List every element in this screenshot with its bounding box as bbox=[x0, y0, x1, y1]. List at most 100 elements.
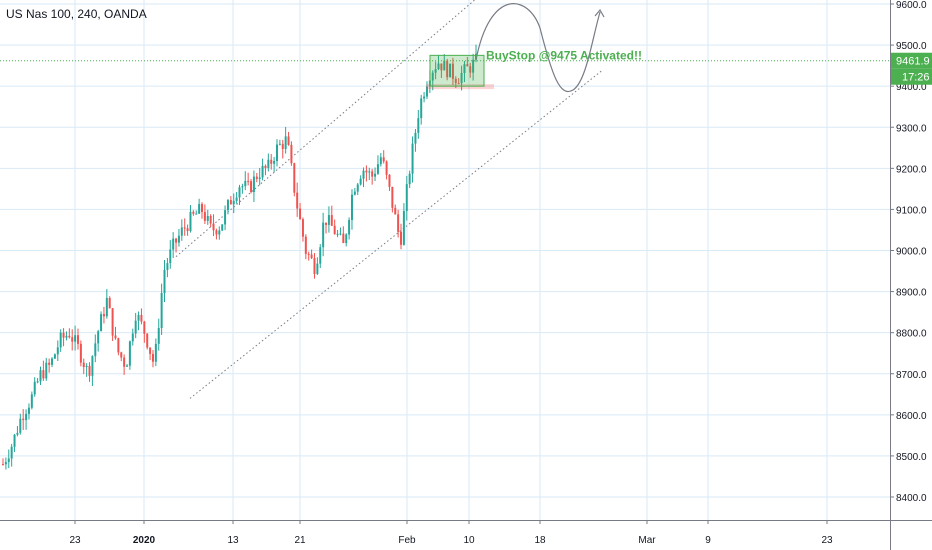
candle-body bbox=[39, 370, 42, 382]
x-tick-label: 21 bbox=[294, 535, 306, 546]
candle-body bbox=[382, 157, 385, 162]
countdown-value: 17:26 bbox=[902, 72, 930, 84]
candle-body bbox=[431, 72, 434, 81]
candle-body bbox=[391, 186, 394, 208]
candle-body bbox=[146, 333, 149, 348]
candle-body bbox=[97, 331, 100, 344]
x-tick-label: 10 bbox=[463, 535, 475, 546]
candle-body bbox=[244, 180, 247, 187]
candle-body bbox=[454, 78, 457, 84]
candle-body bbox=[7, 458, 10, 463]
candle-body bbox=[310, 254, 313, 259]
y-tick-label: 8600.0 bbox=[896, 411, 927, 422]
candle-body bbox=[287, 136, 290, 145]
candle-body bbox=[273, 160, 276, 164]
candle-body bbox=[48, 362, 51, 365]
candle-body bbox=[408, 173, 411, 185]
candle-body bbox=[123, 357, 126, 367]
candle-body bbox=[261, 165, 264, 178]
candle-body bbox=[56, 347, 59, 355]
candle-body bbox=[374, 173, 377, 177]
candle-body bbox=[235, 197, 238, 201]
candle-body bbox=[108, 297, 111, 309]
candle-body bbox=[13, 434, 16, 447]
candle-body bbox=[100, 314, 103, 332]
current-price-label: 9461.9 17:26 bbox=[891, 52, 932, 85]
candle-body bbox=[137, 314, 140, 321]
candle-body bbox=[278, 143, 281, 145]
candlestick-series bbox=[2, 44, 494, 470]
candle-body bbox=[149, 347, 152, 354]
candle-body bbox=[376, 164, 379, 174]
x-tick-label: Mar bbox=[638, 535, 656, 546]
chart-title: US Nas 100, 240, OANDA bbox=[6, 7, 147, 21]
candle-body bbox=[350, 194, 353, 221]
candle-body bbox=[339, 233, 342, 235]
candle-body bbox=[307, 253, 310, 255]
candle-body bbox=[348, 220, 351, 235]
y-tick-label: 8500.0 bbox=[896, 452, 927, 463]
candle-body bbox=[79, 343, 82, 363]
candle-body bbox=[275, 144, 278, 161]
candle-body bbox=[385, 161, 388, 175]
countdown-label-bg bbox=[891, 68, 932, 85]
candle-body bbox=[434, 69, 437, 73]
candle-body bbox=[25, 413, 28, 421]
candle-body bbox=[322, 222, 325, 248]
candle-body bbox=[71, 337, 74, 342]
candle-body bbox=[94, 343, 97, 357]
candle-body bbox=[33, 381, 36, 395]
candle-body bbox=[10, 446, 13, 459]
y-tick-label: 9000.0 bbox=[896, 247, 927, 258]
candle-body bbox=[330, 215, 333, 226]
candle-body bbox=[151, 353, 154, 362]
candle-body bbox=[229, 200, 232, 205]
candle-body bbox=[215, 230, 218, 235]
candle-body bbox=[27, 407, 30, 414]
x-tick-label: 23 bbox=[821, 535, 833, 546]
candle-body bbox=[126, 365, 129, 367]
current-price-label-bg bbox=[891, 52, 932, 69]
candle-body bbox=[62, 332, 65, 338]
candle-body bbox=[209, 215, 212, 224]
y-tick-label: 9400.0 bbox=[896, 82, 927, 93]
candle-body bbox=[154, 343, 157, 362]
candle-body bbox=[74, 335, 77, 342]
candle-body bbox=[336, 233, 339, 235]
candle-body bbox=[451, 63, 454, 79]
candle-body bbox=[319, 247, 322, 264]
candle-body bbox=[4, 462, 7, 465]
candle-body bbox=[120, 352, 123, 358]
candle-body bbox=[224, 210, 227, 225]
y-tick-label: 8400.0 bbox=[896, 493, 927, 504]
candle-body bbox=[425, 86, 428, 97]
candle-body bbox=[252, 176, 255, 193]
candle-body bbox=[368, 171, 371, 173]
candle-body bbox=[76, 335, 79, 344]
candle-body bbox=[59, 332, 62, 348]
candle-body bbox=[221, 224, 224, 231]
candle-body bbox=[85, 365, 88, 368]
candle-body bbox=[402, 211, 405, 245]
candle-body bbox=[293, 163, 296, 193]
candle-body bbox=[186, 228, 189, 232]
candle-body bbox=[175, 238, 178, 243]
x-tick-label: 2020 bbox=[133, 535, 156, 546]
candle-body bbox=[446, 60, 449, 78]
candle-body bbox=[420, 98, 423, 119]
candle-body bbox=[88, 365, 91, 376]
chart-grid bbox=[0, 0, 890, 520]
projection-curve bbox=[475, 3, 605, 93]
candle-body bbox=[463, 64, 466, 73]
candle-body bbox=[189, 211, 192, 232]
candle-body bbox=[472, 59, 475, 73]
candle-body bbox=[114, 335, 117, 339]
candle-body bbox=[172, 238, 175, 250]
candle-body bbox=[160, 292, 163, 328]
candle-body bbox=[36, 381, 39, 383]
y-tick-label: 8800.0 bbox=[896, 329, 927, 340]
y-tick-label: 8900.0 bbox=[896, 288, 927, 299]
candle-body bbox=[304, 236, 307, 254]
price-axis: 9600.0 9500.0 9400.0 9300.0 9200.0 9100.0 9000… bbox=[890, 0, 927, 550]
